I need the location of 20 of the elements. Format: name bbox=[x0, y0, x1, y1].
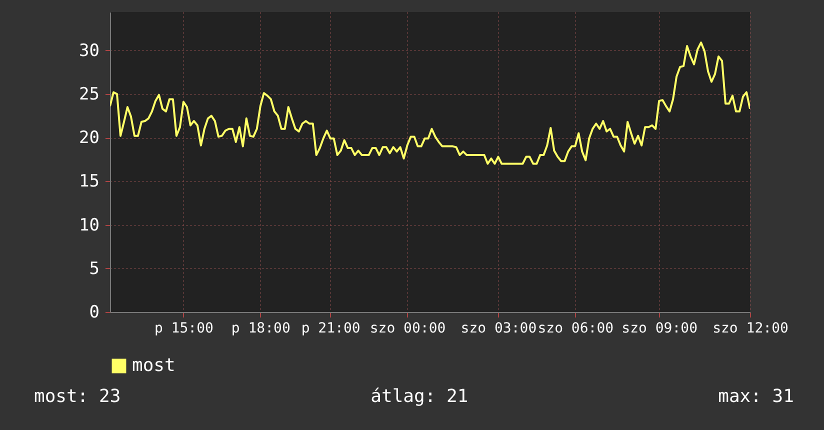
x-tick-label: p 15:00 bbox=[154, 320, 214, 336]
x-tick-label: szo 00:00 bbox=[370, 320, 446, 336]
x-tick-label: p 21:00 bbox=[301, 320, 360, 336]
text: max: 31 bbox=[718, 386, 794, 407]
x-tick-label: szo 06:00 bbox=[538, 320, 614, 336]
text: most: 23 bbox=[34, 386, 121, 407]
y-tick-label: 20 bbox=[79, 128, 100, 148]
x-tick-label: szo 09:00 bbox=[622, 320, 698, 336]
line-series bbox=[110, 42, 750, 165]
text: átlag: 21 bbox=[370, 386, 468, 407]
y-tick-label: 15 bbox=[79, 172, 100, 192]
x-tick-label: szo 03:00 bbox=[460, 320, 537, 336]
legend-label: most bbox=[132, 355, 176, 376]
x-tick-label: p 18:00 bbox=[231, 320, 290, 336]
y-tick-label: 5 bbox=[89, 258, 100, 279]
y-tick-label: 30 bbox=[79, 40, 100, 61]
y-tick-label: 25 bbox=[79, 84, 100, 104]
y-tick-label: 0 bbox=[89, 302, 100, 322]
x-tick-label: szo 12:00 bbox=[712, 320, 788, 336]
y-tick-label: 10 bbox=[79, 215, 100, 236]
